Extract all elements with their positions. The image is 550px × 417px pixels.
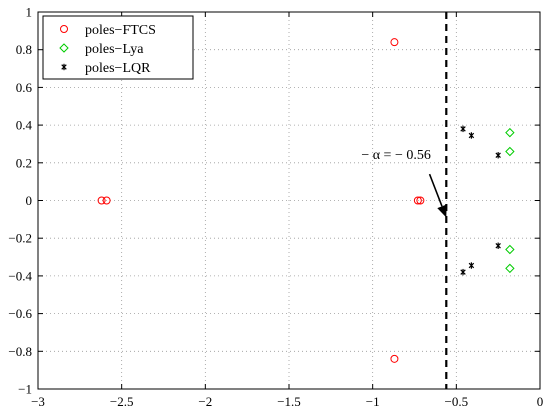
data-point-diamond: [505, 244, 515, 255]
data-point-circle: [390, 38, 399, 47]
data-point-star: [495, 242, 501, 249]
x-tick-label: −2: [198, 394, 212, 409]
data-point-diamond: [505, 263, 515, 274]
x-axis-ticks: −3 −2.5 −2 −1.5 −1 −0.5 0: [31, 12, 543, 409]
x-tick-label: −1.5: [277, 394, 301, 409]
legend-entry-lqr: poles−LQR: [85, 61, 151, 76]
legend-marker-star: [61, 63, 67, 71]
data-point-diamond: [505, 127, 515, 138]
legend-marker-diamond: [59, 43, 69, 53]
data-point-circle: [102, 196, 111, 205]
x-tick-label: 0: [537, 394, 544, 409]
y-tick-label: −0.6: [8, 306, 32, 321]
data-point-star: [468, 262, 475, 269]
data-point-star: [460, 268, 466, 276]
data-points: [97, 38, 515, 363]
x-tick-label: −2.5: [110, 394, 134, 409]
x-tick-label: −0.5: [445, 394, 469, 409]
legend-marker-circle: [60, 25, 68, 33]
annotation-arrow-shaft: [428, 173, 443, 207]
y-tick-label: 0.4: [16, 118, 33, 133]
x-tick-label: −1: [366, 394, 380, 409]
annotation-label: − α = − 0.56: [361, 148, 431, 163]
annotation-arrow-head: [437, 204, 447, 218]
data-point-circle: [390, 354, 399, 363]
data-point-diamond: [505, 146, 515, 157]
y-tick-label: −1: [18, 382, 32, 397]
y-tick-label: −0.2: [8, 231, 32, 246]
y-axis-ticks: −1 −0.8 −0.6 −0.4 −0.2 0 0.2 0.4 0.6 0.8 1: [8, 5, 540, 397]
y-tick-label: 0.2: [16, 155, 32, 170]
data-point-circle: [413, 196, 422, 205]
y-tick-label: 0: [26, 193, 33, 208]
x-tick-label: −3: [31, 394, 45, 409]
y-tick-label: 0.8: [16, 42, 32, 57]
data-point-star: [460, 125, 466, 133]
y-tick-label: 0.6: [16, 80, 33, 95]
legend: poles−FTCS poles−Lya poles−LQR: [42, 15, 194, 80]
y-tick-label: 1: [26, 5, 33, 20]
data-point-circle: [416, 196, 425, 205]
annotation: − α = − 0.56: [361, 148, 447, 218]
grid: [38, 12, 540, 389]
y-tick-label: −0.4: [8, 268, 32, 283]
data-point-star: [468, 132, 475, 139]
y-tick-label: −0.8: [8, 344, 32, 359]
legend-entry-ftcs: poles−FTCS: [85, 23, 156, 38]
data-point-circle: [97, 196, 106, 205]
data-point-star: [495, 152, 501, 159]
legend-entry-lya: poles−Lya: [85, 42, 144, 57]
